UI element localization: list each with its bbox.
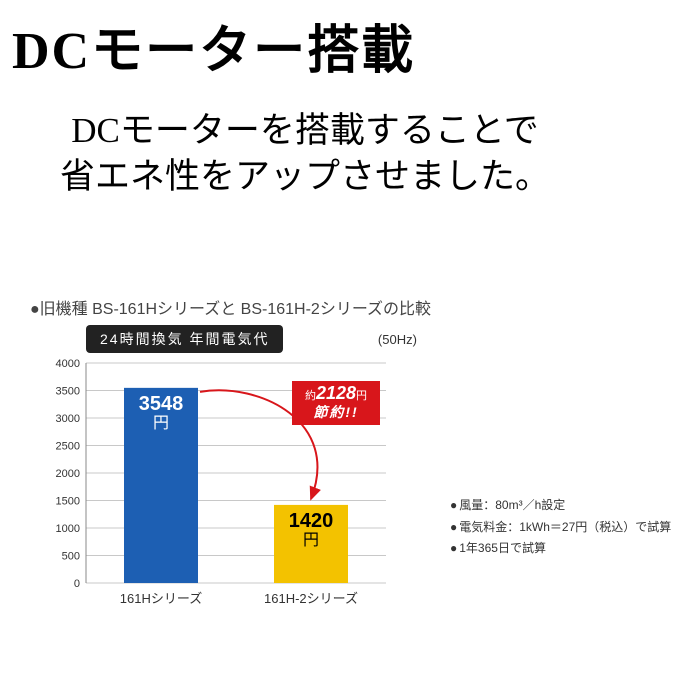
svg-text:3000: 3000	[56, 413, 80, 425]
svg-text:1500: 1500	[56, 496, 80, 508]
footnote-3: 1年365日で試算	[450, 538, 671, 560]
svg-text:161H-2シリーズ: 161H-2シリーズ	[264, 591, 358, 606]
footnote-1: 風量：80m³／h設定	[450, 495, 671, 517]
svg-text:2500: 2500	[56, 441, 80, 453]
svg-text:161Hシリーズ: 161Hシリーズ	[120, 591, 202, 606]
page-title: DCモーター搭載	[12, 8, 415, 83]
svg-text:1420: 1420	[289, 510, 334, 532]
svg-text:0: 0	[74, 578, 80, 590]
svg-text:円: 円	[303, 532, 319, 549]
comparison-label: ●旧機種 BS-161Hシリーズと BS-161H-2シリーズの比較	[30, 295, 431, 319]
footnote-2: 電気料金：1kWh＝27円（税込）で試算	[450, 517, 671, 539]
chart-container: 24時間換気 年間電気代 (50Hz) 0 500 1000 1500 2000 2500…	[40, 325, 440, 632]
page-subtitle: DCモーターを搭載することで 省エネ性をアップさせました。	[60, 108, 550, 199]
svg-text:3500: 3500	[56, 386, 80, 398]
chart-title: 24時間換気 年間電気代	[86, 325, 283, 353]
svg-text:2000: 2000	[56, 468, 80, 480]
chart-hz-label: (50Hz)	[378, 332, 417, 347]
svg-text:円: 円	[153, 415, 169, 432]
subtitle-line-1: DCモーターを搭載することで	[71, 111, 539, 150]
svg-text:4000: 4000	[56, 358, 80, 370]
svg-text:3548: 3548	[139, 393, 184, 415]
svg-text:500: 500	[62, 551, 80, 563]
svg-text:1000: 1000	[56, 523, 80, 535]
bar-chart: 050010001500200025003000350040003548円161…	[40, 357, 440, 627]
svg-text:節約!!: 節約!!	[313, 404, 358, 420]
footnotes: 風量：80m³／h設定 電気料金：1kWh＝27円（税込）で試算 1年365日で…	[450, 495, 671, 560]
subtitle-line-2: 省エネ性をアップさせました。	[60, 157, 550, 196]
